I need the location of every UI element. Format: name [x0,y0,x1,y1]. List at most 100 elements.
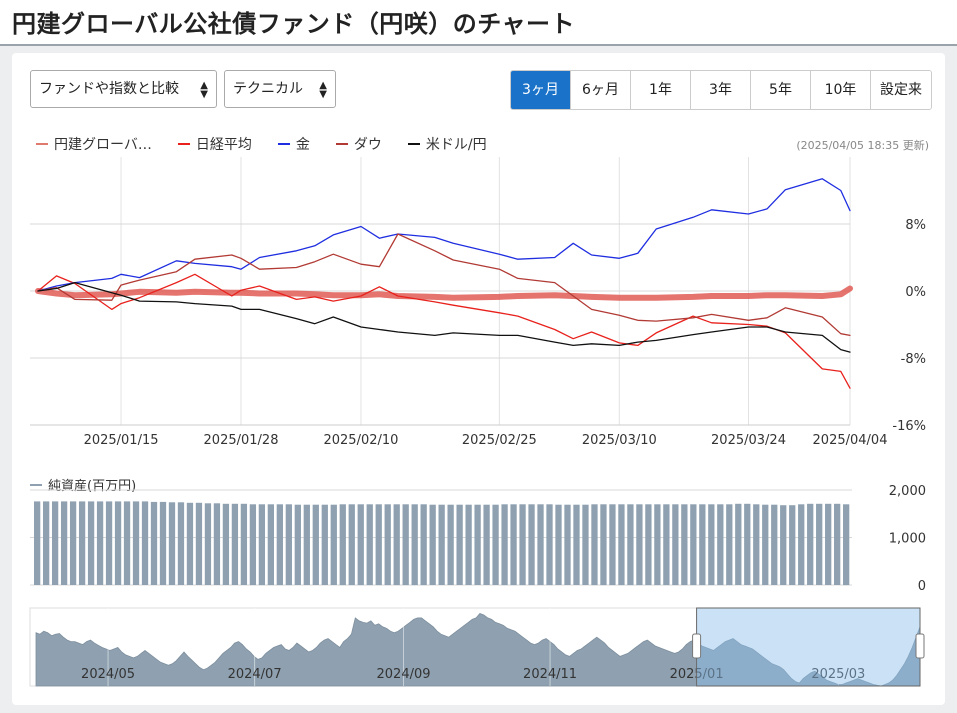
net-assets-bar [69,501,77,585]
net-assets-bar [483,504,490,585]
legend-item-fund[interactable]: 円建グローバ… [36,134,152,154]
net-assets-bar [222,503,230,585]
legend-swatch [177,143,190,145]
net-assets-bar [555,504,562,585]
legend-label: 金 [295,137,310,153]
x-tick-label: 2025/01/28 [204,433,279,448]
compare-select[interactable]: ファンドや指数と比較 ▲ ▼ [30,70,217,108]
net-assets-bar [798,504,805,586]
net-assets-bar [816,503,823,585]
net-assets-bar [717,504,724,586]
performance-line-chart[interactable]: 2025/01/15 2025/01/28 2025/02/10 2025/02/25… [0,150,957,450]
net-assets-bar [177,502,185,585]
period-button-1y[interactable]: 1年 [631,71,691,109]
net-assets-bar [114,501,122,585]
net-assets-bar [735,503,742,585]
period-button-6m[interactable]: 6ヶ月 [571,71,631,109]
legend-label: 日経平均 [195,137,252,153]
net-assets-bar [591,504,598,586]
series-line [37,281,851,353]
net-assets-bar [141,501,149,585]
net-assets-bar [789,505,796,585]
net-assets-bar [240,503,248,585]
y-tick-label: -8% [901,352,926,367]
navigator-x-tick-label: 2024/07 [228,667,282,682]
net-assets-bar [267,504,274,586]
net-assets-bar [771,504,778,585]
x-tick-label: 2025/02/10 [323,433,398,448]
net-assets-bar [294,504,301,585]
net-assets-bar [249,504,257,586]
net-assets-bar [438,504,445,585]
net-assets-bar [159,501,167,585]
period-button-since-inception[interactable]: 設定来 [871,71,931,109]
net-assets-bar [825,503,832,585]
net-assets-bar [132,501,140,585]
net-assets-bar [573,504,580,585]
net-assets-bar [681,504,688,586]
legend-item-nikkei[interactable]: 日経平均 [177,134,252,154]
period-button-3y[interactable]: 3年 [691,71,751,109]
navigator-handle[interactable] [692,633,702,659]
net-assets-bar [537,504,544,586]
net-assets-bar [690,504,697,586]
page-header: 円建グローバル公社債ファンド（円咲）のチャート [0,0,957,46]
net-assets-bar [564,504,571,585]
period-button-10y[interactable]: 10年 [811,71,871,109]
chart-legend: 円建グローバ… 日経平均 金 ダウ 米ドル/円 [36,134,513,154]
select-arrows-icon: ▲ ▼ [200,80,208,100]
bar-y-tick-label: 0 [918,579,926,590]
net-assets-bar [672,504,679,586]
navigator-x-tick-label: 2024/11 [523,667,577,682]
net-assets-bar [519,504,526,586]
navigator-selection [696,607,921,687]
net-assets-bar [546,504,553,586]
series-line [37,178,851,292]
period-button-3m[interactable]: 3ヶ月 [511,71,571,109]
net-assets-bar [34,501,41,585]
legend-item-dow[interactable]: ダウ [335,134,382,154]
x-tick-label: 2025/03/24 [711,433,786,448]
net-assets-bar [384,504,391,586]
net-assets-bar [843,504,850,586]
navigator-handle[interactable] [915,633,925,659]
y-tick-label: 8% [905,218,926,233]
legend-item-usdjpy[interactable]: 米ドル/円 [407,134,487,154]
navigator-x-tick-label: 2024/05 [81,667,135,682]
technical-select[interactable]: テクニカル ▲ ▼ [224,70,336,108]
net-assets-bar [465,504,472,585]
legend-swatch [277,143,290,145]
bar-y-tick-label: 2,000 [889,484,926,499]
navigator-x-tick-label: 2024/09 [377,667,431,682]
x-tick-label: 2025/03/10 [582,433,657,448]
net-assets-bar [420,504,427,586]
net-assets-bar [627,504,634,586]
net-assets-bar [636,504,643,586]
net-assets-bar [492,504,499,585]
net-assets-bar [780,505,787,585]
net-assets-bar [231,503,239,585]
legend-swatch [335,143,348,145]
net-assets-bar [726,504,733,586]
chart-panel [12,53,945,705]
net-assets-bar [303,504,310,585]
net-assets-bar [645,504,652,586]
net-assets-swatch [30,483,42,486]
net-assets-bar [312,504,319,585]
net-assets-bar [357,504,364,586]
legend-label: 米ドル/円 [425,137,487,153]
net-assets-bar [456,504,463,585]
net-assets-bar [321,504,328,585]
net-assets-bar [501,504,508,586]
period-button-5y[interactable]: 5年 [751,71,811,109]
legend-item-gold[interactable]: 金 [277,134,310,154]
net-assets-bar [276,504,283,586]
page-title: 円建グローバル公社債ファンド（円咲）のチャート [12,10,576,38]
range-navigator[interactable]: 2024/052024/072024/092024/112025/012025/… [0,600,957,695]
net-assets-bar [186,502,194,585]
net-assets-bar [87,501,95,585]
net-assets-bar [366,504,373,586]
net-assets-bar [618,504,625,586]
net-assets-bar [663,504,670,586]
net-assets-bar [105,501,113,585]
